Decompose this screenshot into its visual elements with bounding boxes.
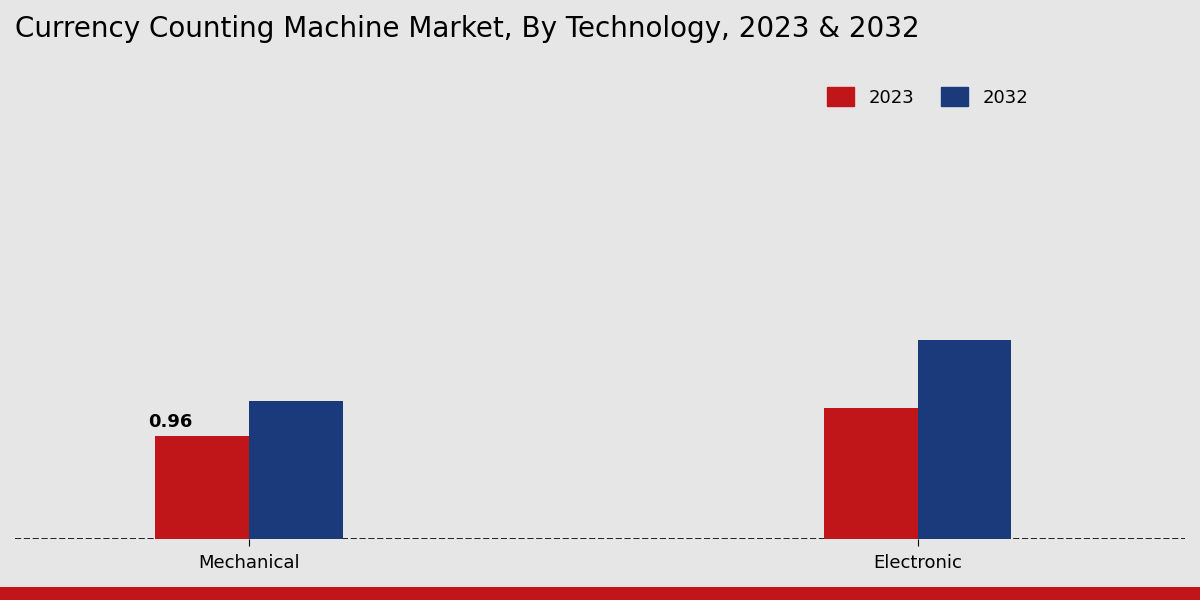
- Text: 0.96: 0.96: [148, 413, 192, 431]
- Legend: 2023, 2032: 2023, 2032: [820, 80, 1036, 114]
- Bar: [250, 401, 343, 539]
- Bar: [156, 436, 250, 539]
- Text: Currency Counting Machine Market, By Technology, 2023 & 2032: Currency Counting Machine Market, By Tec…: [16, 15, 919, 43]
- Bar: [824, 408, 918, 539]
- Bar: [918, 340, 1012, 539]
